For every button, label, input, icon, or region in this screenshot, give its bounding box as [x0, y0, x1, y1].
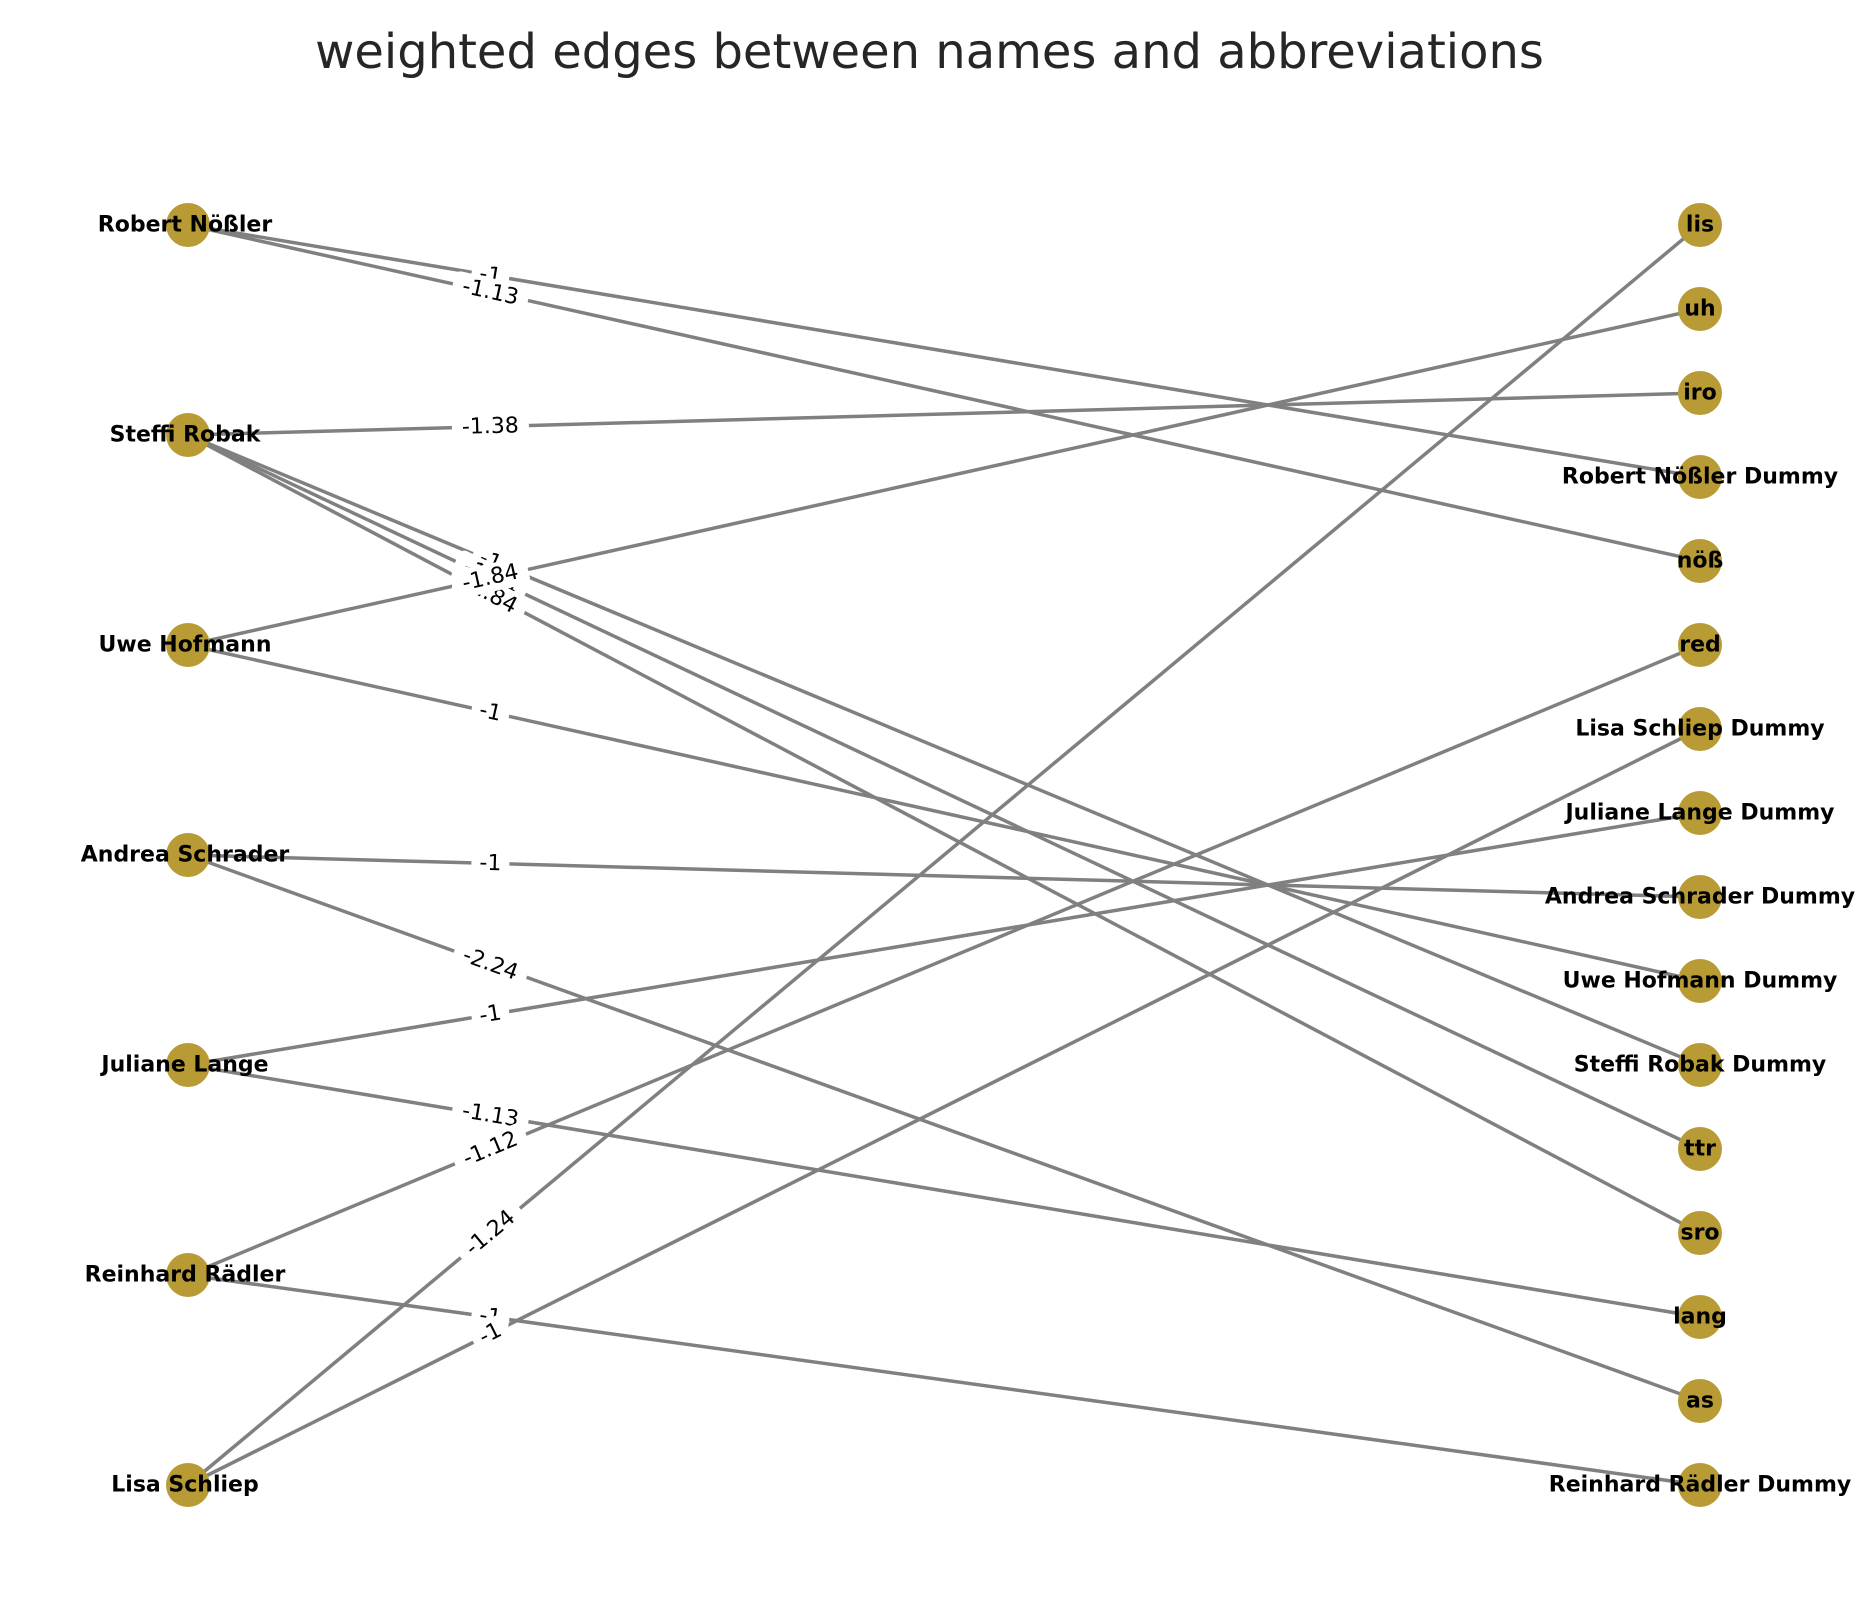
node-label-andrea-schrader-dummy: Andrea Schrader Dummy [1545, 885, 1855, 910]
node-uh [1678, 287, 1722, 331]
node-lisa-schliep-dummy [1678, 707, 1722, 751]
node-label-as: as [1686, 1389, 1714, 1414]
edge-weight-label-bg [451, 1096, 530, 1135]
edge-steffi-robak-to-sro [187, 433, 1701, 1235]
edge-weight-label-bg [470, 998, 511, 1031]
edge-weight-label-bg [450, 271, 530, 314]
node-label-juliane-lange-dummy: Juliane Lange Dummy [1564, 801, 1835, 826]
edge-uwe-hofmann-to-uh [187, 307, 1701, 647]
edge-andrea-schrader-to-andrea-schrader-dummy [187, 853, 1701, 899]
edge-weight-label: -1 [477, 698, 504, 727]
node-label-red: red [1679, 633, 1721, 658]
node-label-lang: lang [1673, 1305, 1727, 1330]
node-label-juliane-lange: Juliane Lange [99, 1053, 268, 1078]
node-label-robert-nößler-dummy: Robert Nößler Dummy [1562, 465, 1838, 490]
edge-weight-label-bg [471, 849, 510, 878]
edge-weight-label-bg [451, 411, 530, 442]
edge-weight-label: -1 [479, 851, 502, 877]
edge-weight-label: -1 [478, 1000, 504, 1028]
edge-weight-label-group: -2.24 [451, 939, 530, 989]
node-label-layer: Robert Nößler Steffi Robak Uwe Hofmann Andr… [81, 213, 1855, 1498]
node-red [1678, 623, 1722, 667]
edge-andrea-schrader-to-as [187, 853, 1701, 1403]
node-lang [1678, 1295, 1722, 1339]
edge-juliane-lange-to-juliane-lange-dummy [187, 811, 1701, 1067]
node-label-uh: uh [1684, 297, 1715, 322]
edge-reinhard-rädler-to-reinhard-rädler-dummy [187, 1273, 1701, 1487]
edge-juliane-lange-to-lang [187, 1063, 1701, 1319]
node-label-sro: sro [1680, 1221, 1719, 1246]
edge-weight-label-group: -1.24 [454, 1200, 527, 1266]
edge-weight-label-group: -1.38 [451, 411, 530, 442]
edge-steffi-robak-to-iro [187, 391, 1701, 437]
node-label-lisa-schliep-dummy: Lisa Schliep Dummy [1575, 717, 1824, 742]
node-juliane-lange-dummy [1678, 791, 1722, 835]
edge-weight-label-bg [451, 1123, 530, 1175]
edge-weight-label: -2.24 [459, 943, 521, 986]
node-label-ttr: ttr [1684, 1137, 1716, 1162]
node-label-steffi-robak: Steffi Robak [110, 423, 262, 448]
node-andrea-schrader [166, 833, 210, 877]
edge-weight-label-group: -1 [470, 998, 511, 1031]
node-iro [1678, 371, 1722, 415]
edge-weight-label: -1.12 [459, 1127, 521, 1172]
node-steffi-robak-dummy [1678, 1043, 1722, 1087]
node-reinhard-rädler [166, 1253, 210, 1297]
node-reinhard-rädler-dummy [1678, 1463, 1722, 1507]
node-robert-nößler [166, 203, 210, 247]
node-ttr [1678, 1127, 1722, 1171]
node-label-reinhard-rädler-dummy: Reinhard Rädler Dummy [1549, 1473, 1851, 1498]
edge-weight-label-bg [454, 1200, 527, 1266]
node-sro [1678, 1211, 1722, 1255]
node-label-reinhard-rädler: Reinhard Rädler [85, 1263, 286, 1288]
node-label-nöß: nöß [1677, 549, 1724, 574]
edge-layer [186, 223, 1702, 1487]
edge-weight-label-bg [469, 695, 511, 729]
node-lisa-schliep [166, 1463, 210, 1507]
node-label-iro: iro [1683, 381, 1717, 406]
node-robert-nößler-dummy [1678, 455, 1722, 499]
node-nöß [1678, 539, 1722, 583]
node-andrea-schrader-dummy [1678, 875, 1722, 919]
edge-weight-label-group: -1 [471, 849, 510, 878]
node-uwe-hofmann [166, 623, 210, 667]
node-juliane-lange [166, 1043, 210, 1087]
node-as [1678, 1379, 1722, 1423]
edge-steffi-robak-to-steffi-robak-dummy [187, 433, 1701, 1067]
edge-robert-nößler-to-nöß [187, 223, 1701, 563]
node-steffi-robak [166, 413, 210, 457]
edge-weight-label-bg [451, 939, 530, 989]
node-label-robert-nößler: Robert Nößler [98, 213, 273, 238]
edge-steffi-robak-to-ttr [187, 433, 1701, 1151]
edge-weight-label: -1.38 [462, 413, 520, 440]
edge-lisa-schliep-to-lis [186, 223, 1702, 1487]
node-label-uwe-hofmann: Uwe Hofmann [99, 633, 272, 658]
node-label-lis: lis [1686, 213, 1714, 238]
edge-weight-label-group: -1.13 [451, 1096, 530, 1135]
node-label-lisa-schliep: Lisa Schliep [111, 1473, 258, 1498]
edge-reinhard-rädler-to-red [187, 643, 1701, 1277]
node-label-andrea-schrader: Andrea Schrader [81, 843, 290, 868]
edge-robert-nößler-to-robert-nößler-dummy [187, 223, 1701, 479]
edge-weight-label-bg [450, 556, 530, 599]
edge-lisa-schliep-to-lisa-schliep-dummy [187, 727, 1701, 1487]
node-uwe-hofmann-dummy [1678, 959, 1722, 1003]
node-lis [1678, 203, 1722, 247]
edge-label-layer: -1-1.13-1.38-1-1.84-1.84-1.84-1-1-2.24-1… [450, 259, 530, 1353]
node-label-uwe-hofmann-dummy: Uwe Hofmann Dummy [1563, 969, 1838, 994]
edge-uwe-hofmann-to-uwe-hofmann-dummy [187, 643, 1701, 983]
node-label-steffi-robak-dummy: Steffi Robak Dummy [1574, 1053, 1827, 1078]
edge-weight-label-bg [469, 1314, 512, 1353]
diagram-title: weighted edges between names and abbrevi… [315, 24, 1544, 80]
edge-weight-label-group: -1 [469, 695, 511, 729]
node-layer [166, 203, 1722, 1507]
